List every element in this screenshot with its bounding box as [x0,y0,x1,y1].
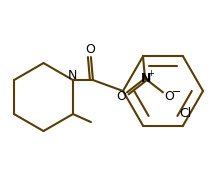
Text: O: O [164,90,174,103]
Text: N: N [141,72,151,85]
Text: −: − [172,87,182,97]
Text: N: N [68,69,78,82]
Text: +: + [148,69,155,78]
Text: O: O [116,90,126,103]
Text: O: O [85,43,95,55]
Text: Cl: Cl [179,107,191,120]
